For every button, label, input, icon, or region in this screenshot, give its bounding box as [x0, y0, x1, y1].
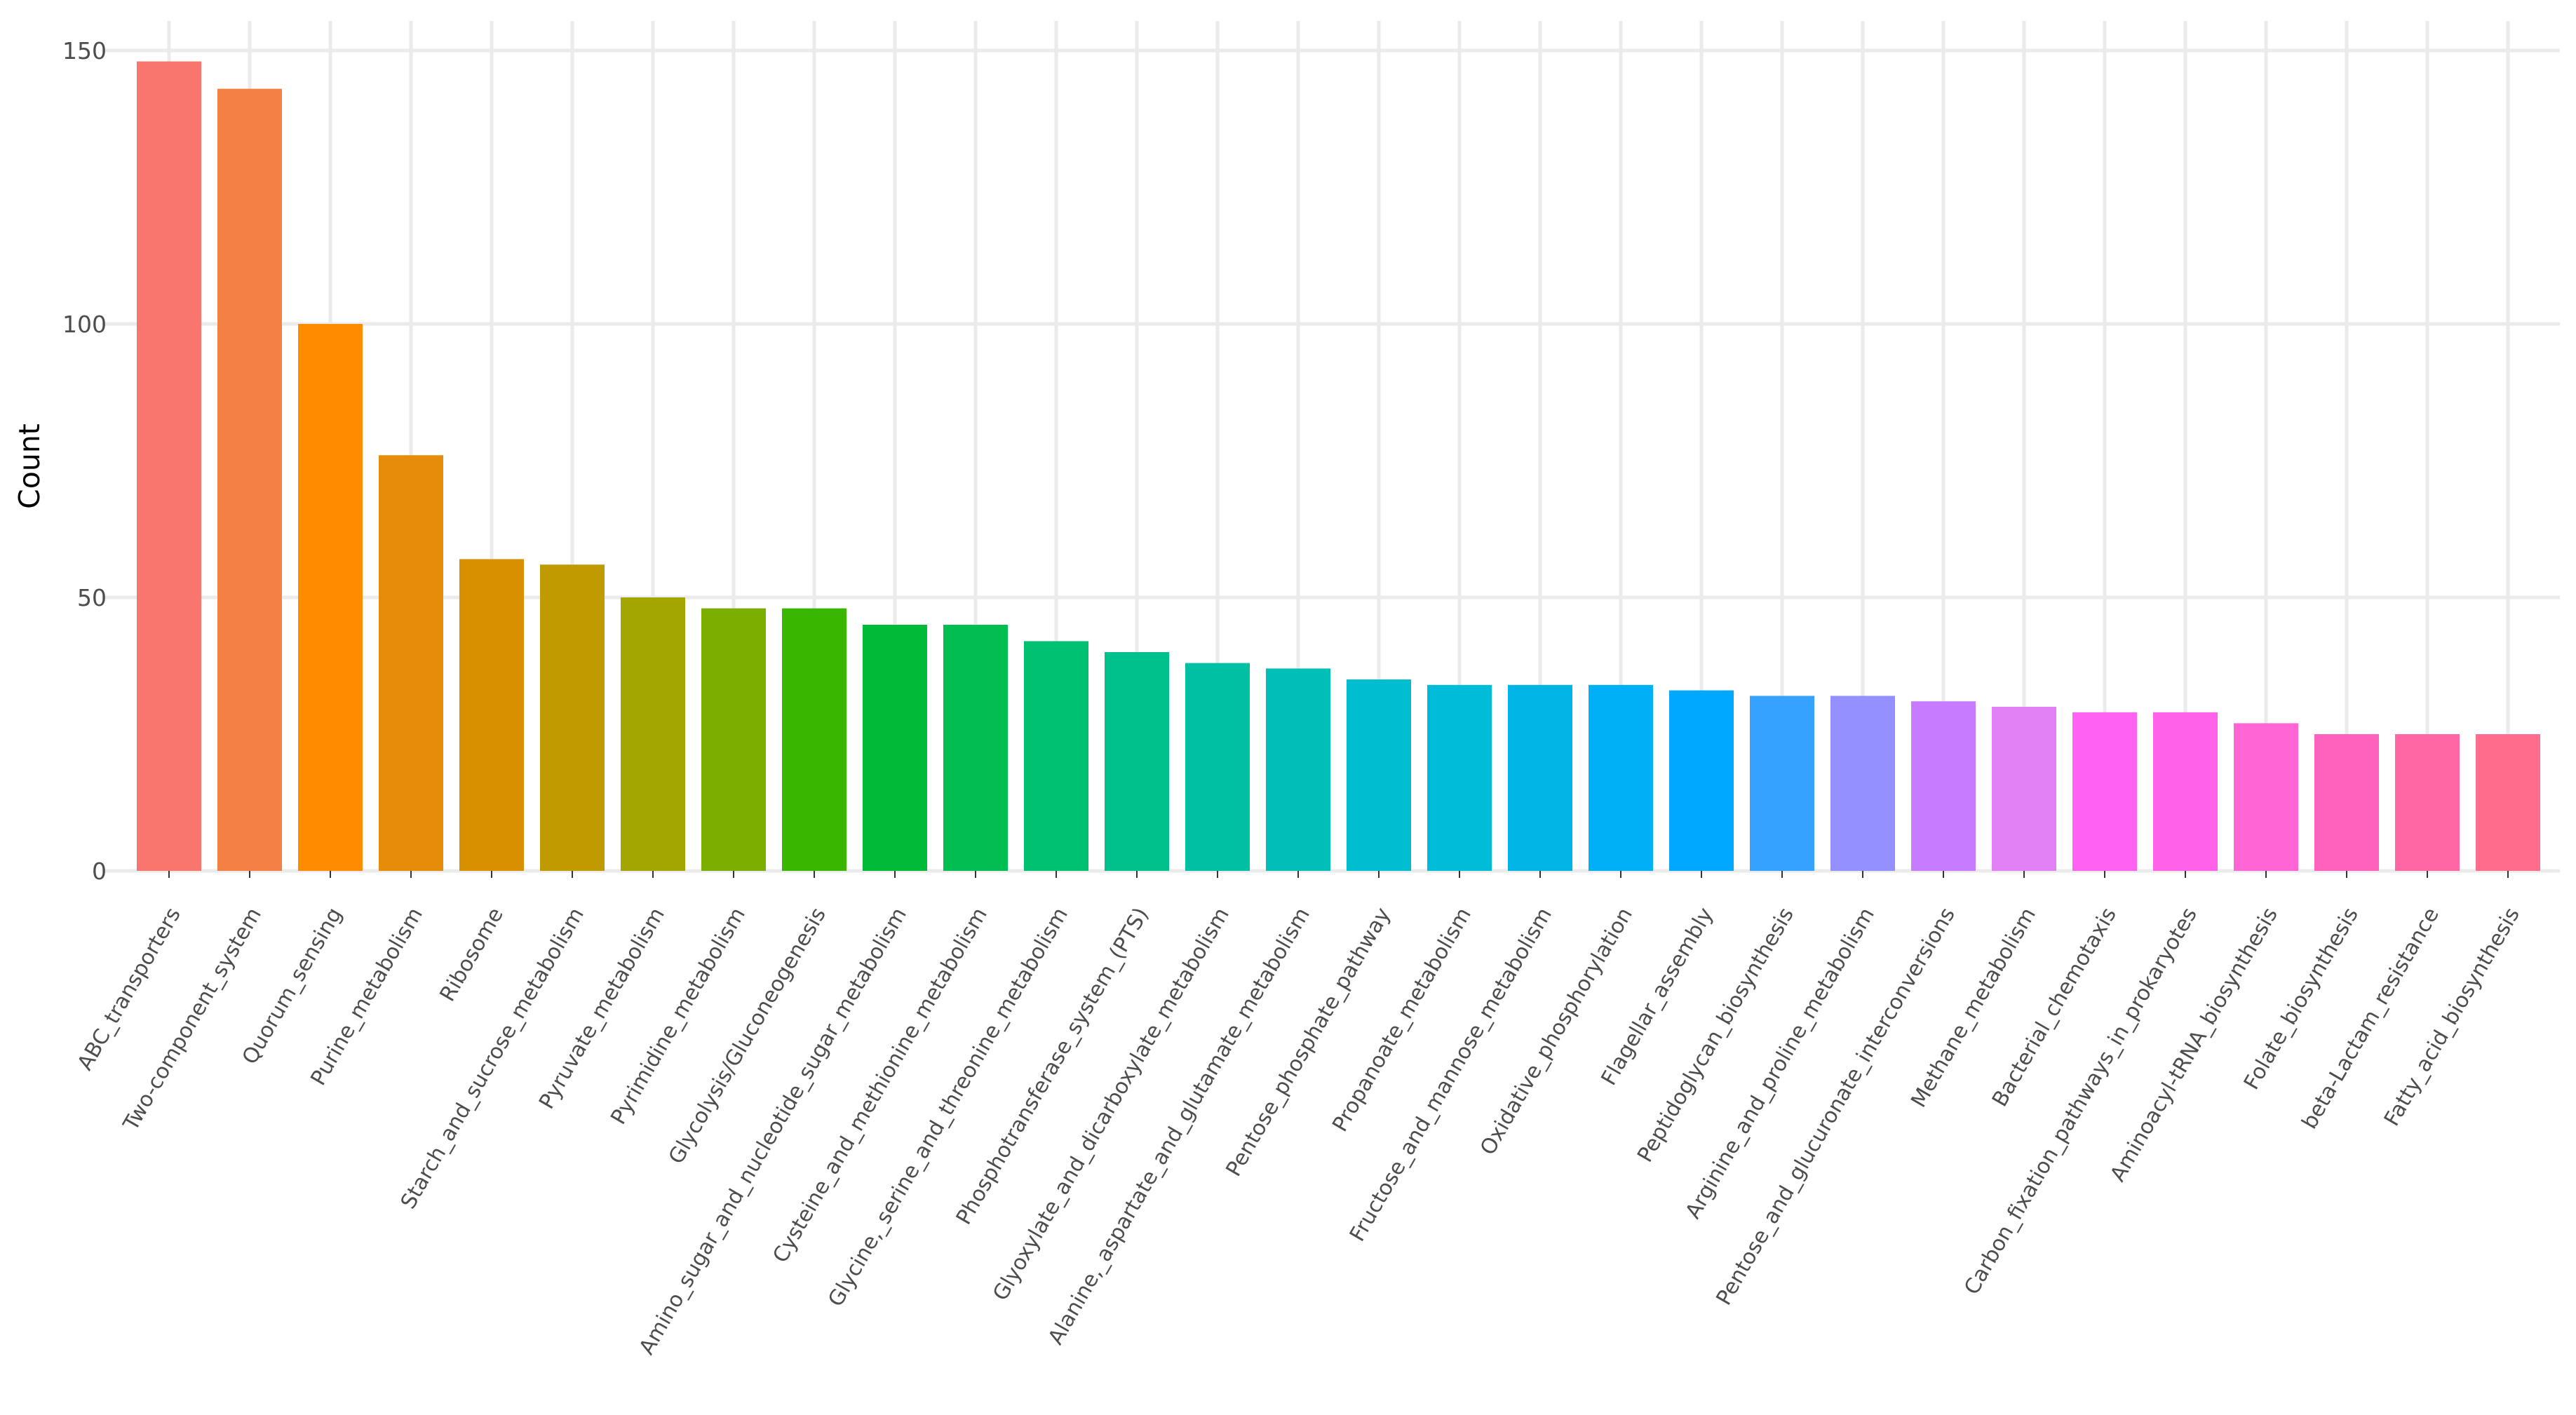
x-tick-label: Two-component_system: [119, 904, 267, 1136]
bar-Glycolysis/Gluconeogenesis: [782, 608, 847, 871]
x-axis: ABC_transportersTwo-component_systemQuor…: [73, 871, 2525, 1359]
bar-Ribosome: [459, 559, 524, 871]
bar-Methane_metabolism: [1992, 707, 2056, 871]
bar-Aminoacyl-tRNA_biosynthesis: [2234, 723, 2298, 871]
bar-Starch_and_sucrose_metabolism: [540, 564, 605, 871]
bar-Peptidoglycan_biosynthesis: [1750, 696, 1814, 871]
bar-Phosphotransferase_system_(PTS): [1105, 652, 1169, 871]
bar-Alanine,_aspartate_and_glutamate_metabolism: [1266, 668, 1330, 871]
bar-Fatty_acid_biosynthesis: [2476, 734, 2540, 871]
bar-Bacterial_chemotaxis: [2072, 712, 2137, 871]
x-tick-label: Ribosome: [435, 904, 508, 1006]
x-tick-label: Propanoate_metabolism: [1328, 904, 1476, 1137]
bar-Arginine_and_proline_metabolism: [1830, 696, 1895, 871]
bar-Glycine,_serine_and_threonine_metabolism: [1024, 641, 1088, 871]
bar-ABC_transporters: [137, 61, 201, 872]
y-axis-title: Count: [13, 424, 46, 509]
bar-Oxidative_phosphorylation: [1589, 684, 1653, 871]
bars: [137, 61, 2540, 872]
bar-Pyrimidine_metabolism: [701, 608, 766, 871]
bar-Amino_sugar_and_nucleotide_sugar_metabolism: [863, 625, 927, 871]
y-axis: 0 50 100 150: [62, 37, 107, 885]
bar-beta-Lactam_resistance: [2395, 734, 2460, 871]
bar-Flagellar_assembly: [1669, 690, 1734, 871]
x-tick-label: Pyrimidine_metabolism: [606, 904, 750, 1129]
bar-Carbon_fixation_pathways_in_prokaryotes: [2153, 712, 2218, 871]
bar-Cysteine_and_methionine_metabolism: [943, 625, 1008, 871]
bar-Propanoate_metabolism: [1427, 684, 1492, 871]
bar-Pentose_and_glucuronate_interconversions: [1911, 701, 1976, 871]
y-tick-label: 50: [77, 584, 107, 611]
x-tick-label: Pentose_phosphate_pathway: [1221, 904, 1395, 1181]
y-tick-label: 0: [92, 858, 107, 885]
bar-Quorum_sensing: [298, 324, 363, 871]
x-tick-label: Peptidoglycan_biosynthesis: [1633, 904, 1799, 1167]
x-tick-label: Oxidative_phosphorylation: [1476, 904, 1638, 1160]
x-tick-label: Aminoacyl-tRNA_biosynthesis: [2105, 904, 2283, 1186]
bar-Purine_metabolism: [379, 455, 443, 871]
bar-Fructose_and_mannose_metabolism: [1508, 684, 1572, 871]
bar-Glyoxylate_and_dicarboxylate_metabolism: [1185, 663, 1250, 871]
bar-Pyruvate_metabolism: [621, 597, 685, 871]
y-tick-label: 150: [62, 37, 107, 65]
x-tick-label: beta-Lactam_resistance: [2297, 904, 2443, 1134]
bar-Pentose_phosphate_pathway: [1347, 679, 1411, 871]
x-tick-label: Fatty_acid_biosynthesis: [2380, 904, 2525, 1131]
bar-Folate_biosynthesis: [2314, 734, 2379, 871]
x-tick-label: Glycolysis/Gluconeogenesis: [664, 904, 831, 1169]
bar-Two-component_system: [217, 88, 282, 872]
y-tick-label: 100: [62, 311, 107, 338]
